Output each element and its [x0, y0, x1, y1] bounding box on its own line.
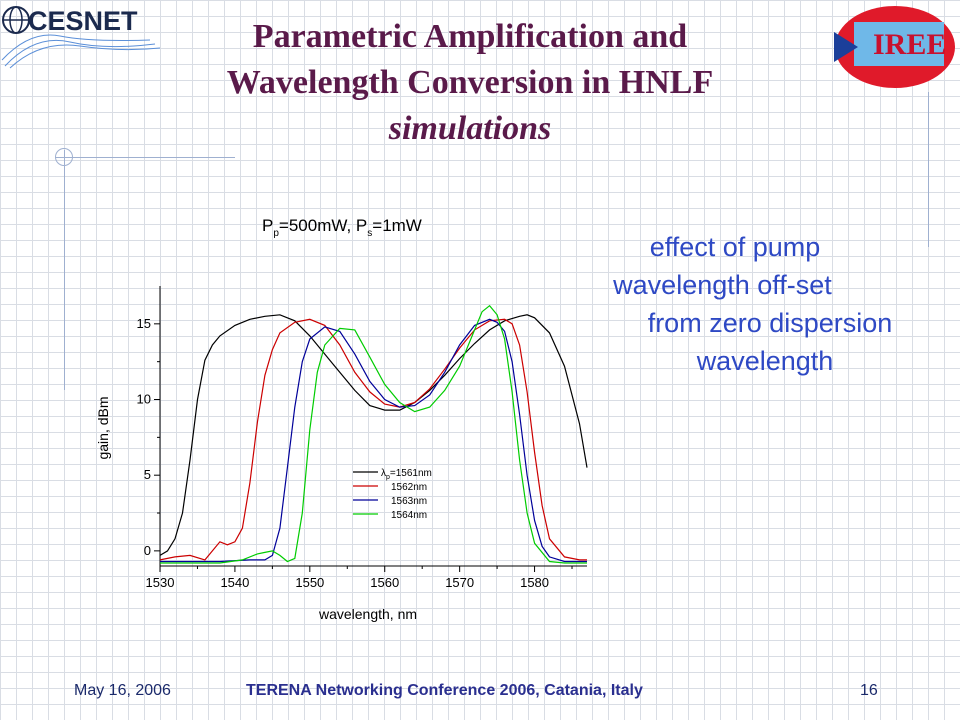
- series-line: [160, 318, 587, 563]
- annotation-text: effect of pump wavelength off-set from z…: [610, 228, 930, 380]
- page-title: Parametric Amplification and Wavelength …: [130, 14, 810, 152]
- x-tick-label: 1560: [370, 575, 399, 590]
- decorative-line: [928, 92, 929, 247]
- annotation-line: effect of pump: [649, 232, 821, 262]
- chart-title-part: =1mW: [372, 216, 422, 235]
- x-tick-label: 1570: [445, 575, 474, 590]
- y-tick-label: 0: [144, 543, 151, 558]
- footer-conference: TERENA Networking Conference 2006, Catan…: [246, 682, 643, 699]
- decorative-line: [64, 150, 65, 390]
- legend-label: 1564nm: [391, 510, 427, 521]
- annotation-line: wavelength off-set: [613, 270, 832, 300]
- cesnet-logo: [1, 6, 161, 69]
- decorative-circle: [55, 148, 73, 166]
- x-tick-label: 1580: [520, 575, 549, 590]
- legend-label: λp=1561nm: [381, 468, 432, 481]
- y-tick-label: 5: [144, 467, 151, 482]
- plot-area: 1530 1540 1550 1560 1570 1580051015λp=1561nm1…: [137, 286, 588, 590]
- chart-title-part: p: [273, 228, 279, 239]
- series-line: [159, 318, 587, 561]
- series-line: [160, 304, 587, 564]
- y-axis-label: gain, dBm: [95, 396, 111, 459]
- iree-logo-text: IREE: [873, 28, 947, 61]
- chart-title-part: P: [262, 216, 273, 235]
- iree-logo: [834, 6, 955, 88]
- title-line: Wavelength Conversion in HNLF: [226, 64, 714, 101]
- series-line: [159, 314, 588, 556]
- annotation-line: wavelength: [696, 346, 834, 376]
- x-tick-label: 1540: [220, 575, 249, 590]
- x-axis-label: wavelength, nm: [318, 606, 417, 622]
- gain-chart: Pp=500mW, Ps=1mW 1530 1540 1550 1560 1570 158…: [95, 216, 588, 622]
- title-line: Parametric Amplification and: [252, 18, 688, 55]
- y-tick-label: 15: [137, 316, 151, 331]
- legend-label: 1562nm: [391, 482, 427, 493]
- chart-title: Pp=500mW, Ps=1mW: [262, 216, 422, 239]
- title-line: simulations: [388, 110, 552, 147]
- legend-label: 1563nm: [391, 496, 427, 507]
- chart-title-part: s: [367, 228, 372, 239]
- decorative-line: [55, 157, 235, 158]
- x-tick-label: 1550: [295, 575, 324, 590]
- chart-title-part: =500mW, P: [279, 216, 367, 235]
- footer-date: May 16, 2006: [74, 682, 171, 699]
- y-tick-label: 10: [137, 392, 151, 407]
- play-arrow-icon: [834, 32, 858, 62]
- cesnet-logo-text: CESNET: [28, 6, 138, 36]
- x-tick-label: 1530: [146, 575, 175, 590]
- page-number: 16: [860, 682, 878, 699]
- annotation-line: from zero dispersion: [647, 308, 893, 338]
